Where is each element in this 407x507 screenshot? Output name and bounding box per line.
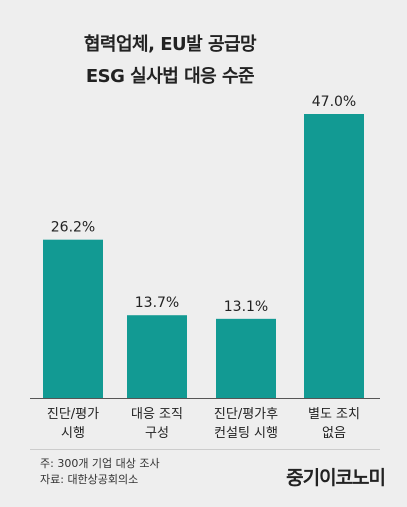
category-label-2-line-1: 컨설팅 시행 [214,425,278,441]
category-label-0-line-0: 진단/평가 [47,407,99,422]
category-label-3-line-1: 없음 [322,426,346,441]
data-label-3: 47.0% [312,94,356,110]
bar-1 [127,315,187,398]
data-label-1: 13.7% [135,295,179,311]
data-label-2: 13.1% [224,299,268,315]
chart-title-line1: 협력업체, EU발 공급망 [83,34,257,55]
bar-0 [43,239,103,398]
category-label-1-line-0: 대응 조직 [131,407,183,422]
category-label-2-line-0: 진단/평가후 [214,407,278,422]
chart-title-line2: ESG 실사법 대응 수준 [85,66,255,87]
bar-2 [216,318,276,398]
survey-note: 주: 300개 기업 대상 조사 [40,457,160,470]
category-label-3-line-0: 별도 조치 [308,407,360,422]
source-note: 자료: 대한상공회의소 [40,473,139,486]
category-label-0-line-1: 시행 [61,425,85,441]
brand-logo-text: 중기이코노미 [286,467,386,489]
data-label-0: 26.2% [51,220,95,236]
category-label-1-line-1: 구성 [145,426,169,441]
bar-3 [304,114,364,398]
